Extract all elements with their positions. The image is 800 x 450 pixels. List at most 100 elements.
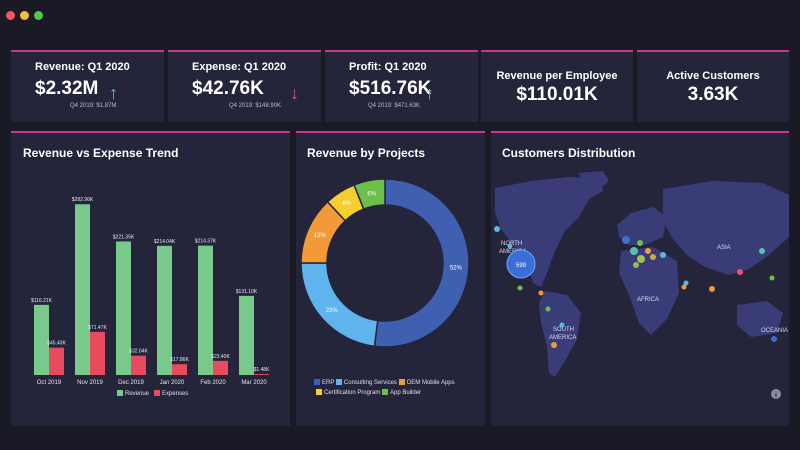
minimize-window-button[interactable] (20, 11, 29, 20)
map-bubble[interactable] (551, 342, 557, 348)
panel-title: Revenue vs Expense Trend (23, 146, 179, 160)
legend-swatch (314, 379, 320, 385)
map-bubble[interactable] (630, 247, 638, 255)
legend-swatch (382, 389, 389, 395)
kpi-value: $110.01K (516, 84, 598, 105)
bar-expenses[interactable] (49, 347, 64, 375)
arrow-up-icon: ↑ (425, 83, 434, 103)
map-bubble[interactable] (737, 269, 743, 275)
bar-expenses[interactable] (90, 331, 105, 375)
legend-swatch (316, 389, 322, 395)
legend-label: Consulting Services (343, 380, 397, 386)
slice-label: 6% (367, 191, 376, 197)
world-map[interactable]: NORTH AMERICA SOUTH AMERICA AFRICA ASIA … (491, 133, 789, 426)
map-bubble[interactable] (681, 284, 687, 290)
x-tick-label: Mar 2020 (241, 380, 267, 386)
map-bubble[interactable] (538, 290, 544, 296)
donut-slice[interactable] (373, 178, 470, 348)
region-label: AFRICA (637, 297, 659, 303)
x-tick-label: Oct 2019 (37, 380, 62, 386)
map-bubble[interactable] (507, 243, 513, 249)
kpi-subtext: Q4 2019: $148.90K (229, 103, 282, 109)
africa-shape (619, 247, 679, 335)
europe-shape (617, 207, 667, 245)
map-bubble[interactable] (771, 336, 777, 342)
bar-value-label: $116.21K (31, 298, 53, 304)
bar-expenses[interactable] (131, 355, 146, 375)
legend-label: Revenue (125, 391, 150, 397)
arrow-up-icon: ↑ (109, 83, 118, 103)
map-bubble[interactable] (769, 275, 775, 281)
bar-expenses[interactable] (172, 364, 187, 375)
legend-swatch (117, 390, 123, 396)
kpi-subtext: Q4 2019: $471.63K (368, 103, 421, 109)
bar-revenue[interactable] (157, 245, 172, 375)
kpi-expense-card[interactable]: Expense: Q1 2020 $42.76K ↓ Q4 2019: $148… (168, 50, 321, 122)
kpi-value: $516.76K (349, 78, 432, 99)
bar-expenses[interactable] (254, 374, 269, 375)
bar-revenue[interactable] (75, 204, 90, 375)
legend-item-erp[interactable]: ERP (314, 379, 334, 386)
map-bubble[interactable] (517, 285, 523, 291)
info-icon[interactable] (771, 389, 781, 399)
kpi-subtext: Q4 2019: $1.87M (70, 103, 117, 109)
map-bubble-large[interactable] (506, 249, 536, 279)
kpi-title: Revenue: Q1 2020 (35, 61, 130, 73)
bar-value-label: $32.04K (129, 349, 148, 355)
legend-label: Certification Program (324, 390, 381, 396)
region-label: ASIA (717, 245, 731, 251)
greenland-shape (579, 171, 609, 191)
panel-title: Customers Distribution (502, 146, 636, 160)
map-bubble[interactable] (759, 248, 765, 254)
region-label: NORTH (501, 241, 522, 247)
bar-value-label: $17.86K (170, 357, 189, 363)
bar-value-label: $214.04K (154, 239, 176, 245)
donut-slice[interactable] (353, 178, 386, 211)
south-america-shape (539, 291, 581, 377)
legend-item-app-builder[interactable]: App Builder (382, 389, 421, 396)
map-bubble[interactable] (559, 322, 565, 328)
projects-chart-panel: Revenue by Projects 52% 23% 13% 6% 6% ERP Co… (296, 131, 485, 426)
map-bubble[interactable] (545, 306, 551, 312)
map-bubble[interactable] (633, 262, 639, 268)
legend-item-oem-mobile-apps[interactable]: OEM Mobile Apps (398, 379, 455, 386)
bar-value-label: $1.48K (254, 367, 271, 373)
map-bubble[interactable] (660, 252, 666, 258)
map-bubble[interactable] (683, 280, 689, 286)
bar-value-label: $282.96K (72, 197, 94, 203)
legend-swatch (335, 379, 342, 385)
map-bubble[interactable] (650, 254, 656, 260)
kpi-profit-card[interactable]: Profit: Q1 2020 $516.76K ↑ Q4 2019: $471… (325, 50, 478, 122)
map-bubble[interactable] (645, 248, 651, 254)
map-bubble[interactable] (622, 236, 630, 244)
bar-expenses[interactable] (213, 360, 228, 375)
map-bubble[interactable] (637, 255, 645, 263)
legend-swatch (154, 390, 161, 396)
kpi-title: Expense: Q1 2020 (192, 61, 287, 73)
kpi-value: $2.32M (35, 78, 99, 99)
map-panel: Customers Distribution NORTH AMERICA SOU… (491, 131, 789, 426)
bar-revenue[interactable] (239, 295, 254, 375)
bar-revenue[interactable] (34, 304, 49, 375)
maximize-window-button[interactable] (34, 11, 43, 20)
legend-item-certification-program[interactable]: Certification Program (316, 389, 381, 396)
slice-label: 6% (343, 201, 352, 207)
close-window-button[interactable] (6, 11, 15, 20)
chart-legend: Revenue Expenses (117, 390, 188, 397)
bar-revenue[interactable] (198, 245, 213, 375)
donut-slice[interactable] (300, 262, 379, 348)
bar-revenue[interactable] (116, 241, 131, 375)
map-bubble[interactable] (709, 286, 715, 292)
legend-item-expenses[interactable]: Expenses (154, 390, 188, 397)
kpi-revenue-card[interactable]: Revenue: Q1 2020 $2.32M ↑ Q4 2019: $1.87… (11, 50, 164, 122)
kpi-active-customers-card[interactable]: Active Customers 3.63K (637, 50, 789, 122)
continent-shapes (495, 171, 789, 377)
donut-chart: 52% 23% 13% 6% 6% (300, 178, 470, 348)
kpi-revenue-per-employee-card[interactable]: Revenue per Employee $110.01K (481, 50, 633, 122)
map-bubble[interactable] (637, 240, 643, 246)
bar-value-label: $131.10K (236, 289, 258, 295)
legend-item-consulting-services[interactable]: Consulting Services (335, 379, 397, 386)
region-label: AMERICA (499, 249, 526, 255)
map-bubble[interactable] (494, 226, 500, 232)
legend-item-revenue[interactable]: Revenue (117, 390, 150, 397)
